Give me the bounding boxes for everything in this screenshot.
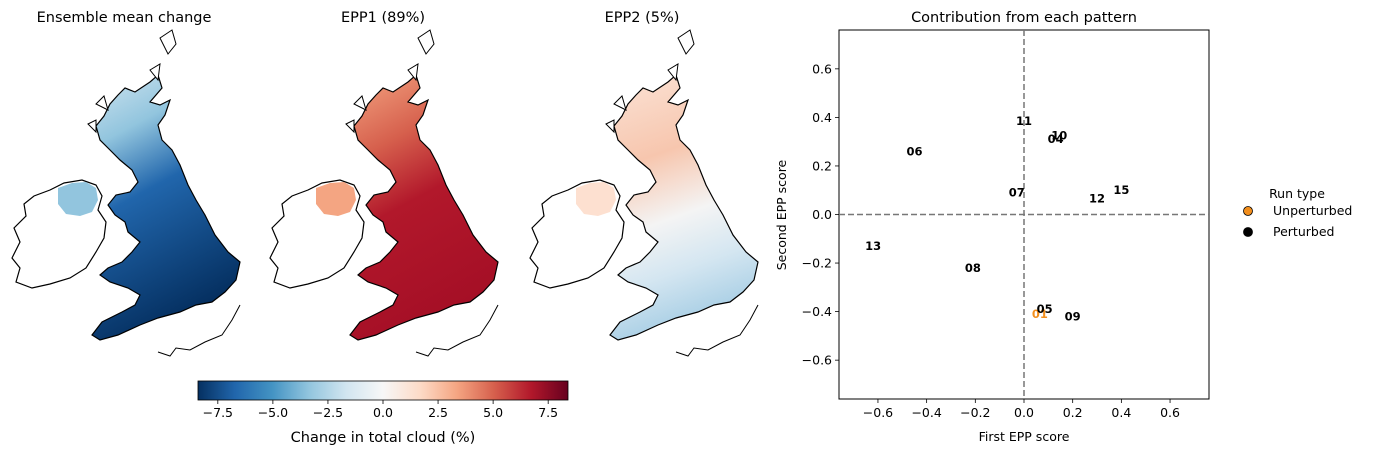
colorbar-tick-label: 5.0 [483, 405, 503, 420]
x-tick-label: 0.2 [1063, 405, 1083, 420]
x-tick-label: −0.6 [863, 405, 893, 420]
x-tick-label: 0.0 [1014, 405, 1034, 420]
point-label: 08 [965, 261, 981, 275]
map-title: EPP1 (89%) [341, 10, 425, 26]
point-label: 13 [865, 239, 881, 253]
y-tick-label: −0.4 [802, 304, 832, 319]
legend-entry-label: Perturbed [1273, 224, 1334, 239]
colorbar-tick-label: −2.5 [313, 405, 343, 420]
reference-lines [839, 30, 1209, 399]
uk-ireland-map [269, 29, 499, 357]
uk-ireland-map [11, 29, 241, 357]
y-tick-label: 0.4 [812, 110, 832, 125]
colorbar: −7.5 −5.0 −2.5 0.0 2.5 5.0 7.5 Change in total… [197, 380, 569, 446]
y-tick-label: 0.0 [812, 207, 832, 222]
map-title: EPP2 (5%) [605, 10, 680, 26]
y-tick-label: −0.6 [802, 353, 832, 368]
point-label: 11 [1016, 114, 1032, 128]
y-axis-label: Second EPP score [774, 159, 789, 270]
legend-items: Unperturbed Perturbed [1243, 203, 1352, 239]
colorbar-ticks: −7.5 −5.0 −2.5 0.0 2.5 5.0 7.5 [203, 400, 558, 420]
point-label: 06 [906, 144, 922, 158]
colorbar-label: Change in total cloud (%) [291, 430, 476, 446]
map-panel-epp2: EPP2 (5%) [529, 10, 759, 357]
point-label: 04 [1048, 132, 1064, 146]
colorbar-tick-label: −7.5 [203, 405, 233, 420]
point-label: 07 [1009, 186, 1025, 200]
y-tick-label: 0.2 [812, 158, 832, 173]
point-label: 15 [1113, 183, 1129, 197]
y-tick-label: −0.2 [802, 256, 832, 271]
y-tick-label: 0.6 [812, 61, 832, 76]
legend-marker [1243, 206, 1253, 216]
x-ticks: −0.6 −0.4 −0.2 0.0 0.2 0.4 0.6 [863, 399, 1180, 420]
legend-title: Run type [1269, 186, 1325, 201]
map-panel-epp1: EPP1 (89%) [269, 10, 499, 357]
x-tick-label: −0.4 [911, 405, 941, 420]
legend: Run type Unperturbed Perturbed [1243, 186, 1352, 239]
y-ticks: −0.6 −0.4 −0.2 0.0 0.2 0.4 0.6 [802, 61, 839, 368]
x-tick-label: 0.6 [1160, 405, 1180, 420]
x-tick-label: 0.4 [1111, 405, 1131, 420]
point-label: 01 [1032, 307, 1048, 321]
point-labels: 01 04 05 06 07 08 09 10 11 12 13 15 [865, 114, 1129, 323]
point-label: 10 [1051, 129, 1067, 143]
legend-entry-label: Unperturbed [1273, 203, 1352, 218]
map-title: Ensemble mean change [37, 10, 212, 26]
colorbar-tick-label: 2.5 [428, 405, 448, 420]
point-label: 12 [1089, 192, 1105, 206]
x-tick-label: −0.2 [960, 405, 990, 420]
colorbar-tick-label: −5.0 [258, 405, 288, 420]
map-panel-mean-change: Ensemble mean change [11, 10, 241, 357]
chart-title: Contribution from each pattern [911, 10, 1137, 26]
scatter-chart: Contribution from each pattern −0.6 −0.4−… [774, 10, 1210, 444]
colorbar-tick-label: 7.5 [538, 405, 558, 420]
colorbar-tick-label: 0.0 [373, 405, 393, 420]
uk-ireland-map [529, 29, 759, 357]
point-label: 09 [1065, 309, 1081, 323]
colorbar-gradient [197, 380, 569, 401]
x-axis-label: First EPP score [979, 429, 1070, 444]
legend-marker [1243, 227, 1253, 237]
point-label: 05 [1037, 302, 1053, 316]
